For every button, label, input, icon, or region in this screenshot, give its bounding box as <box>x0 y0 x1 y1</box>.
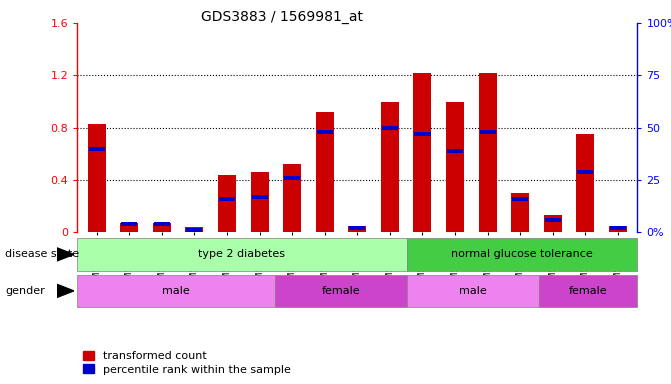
Bar <box>88 124 105 232</box>
Bar <box>218 175 236 232</box>
Bar <box>77 275 275 307</box>
Text: female: female <box>569 286 607 296</box>
Bar <box>349 226 366 230</box>
Bar <box>446 101 464 232</box>
Bar <box>275 275 407 307</box>
Bar <box>382 126 398 130</box>
Text: gender: gender <box>5 286 45 296</box>
Text: male: male <box>459 286 486 296</box>
Bar <box>544 215 562 232</box>
Bar <box>512 197 528 201</box>
Bar <box>153 223 171 232</box>
Text: normal glucose tolerance: normal glucose tolerance <box>451 249 593 260</box>
Bar <box>480 130 496 134</box>
Bar <box>185 227 203 232</box>
Bar <box>348 226 366 232</box>
Bar <box>576 134 595 232</box>
Polygon shape <box>57 284 74 297</box>
Bar <box>577 170 593 174</box>
Bar <box>283 164 301 232</box>
Text: type 2 diabetes: type 2 diabetes <box>199 249 285 260</box>
Bar <box>447 149 463 153</box>
Bar <box>252 195 268 199</box>
Bar <box>610 226 626 230</box>
Bar <box>284 176 300 180</box>
Bar <box>413 73 431 232</box>
Bar <box>381 101 399 232</box>
Text: disease state: disease state <box>5 249 79 260</box>
Bar <box>187 228 203 232</box>
Bar <box>609 226 627 232</box>
Bar <box>511 193 529 232</box>
Bar <box>415 132 431 136</box>
Bar <box>478 73 497 232</box>
Text: male: male <box>162 286 190 296</box>
Bar <box>120 223 138 232</box>
Bar <box>545 218 561 222</box>
Bar <box>251 172 268 232</box>
Bar <box>407 238 637 271</box>
Bar <box>539 275 637 307</box>
Bar <box>316 112 333 232</box>
Bar <box>89 147 105 151</box>
Polygon shape <box>57 248 74 261</box>
Bar <box>317 130 333 134</box>
Bar <box>154 222 170 226</box>
Text: GDS3883 / 1569981_at: GDS3883 / 1569981_at <box>201 10 363 23</box>
Bar <box>121 222 138 226</box>
Bar <box>219 197 235 201</box>
Bar <box>407 275 539 307</box>
Bar <box>77 238 407 271</box>
Text: female: female <box>321 286 360 296</box>
Legend: transformed count, percentile rank within the sample: transformed count, percentile rank withi… <box>83 351 291 375</box>
